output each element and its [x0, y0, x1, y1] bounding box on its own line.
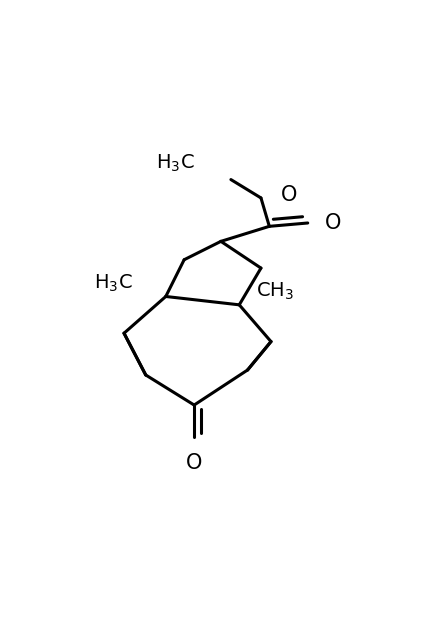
- Text: CH$_3$: CH$_3$: [255, 281, 293, 302]
- Text: H$_3$C: H$_3$C: [155, 152, 194, 173]
- Text: O: O: [324, 213, 340, 233]
- Text: O: O: [186, 454, 202, 474]
- Text: H$_3$C: H$_3$C: [93, 273, 132, 294]
- Text: O: O: [280, 184, 297, 205]
